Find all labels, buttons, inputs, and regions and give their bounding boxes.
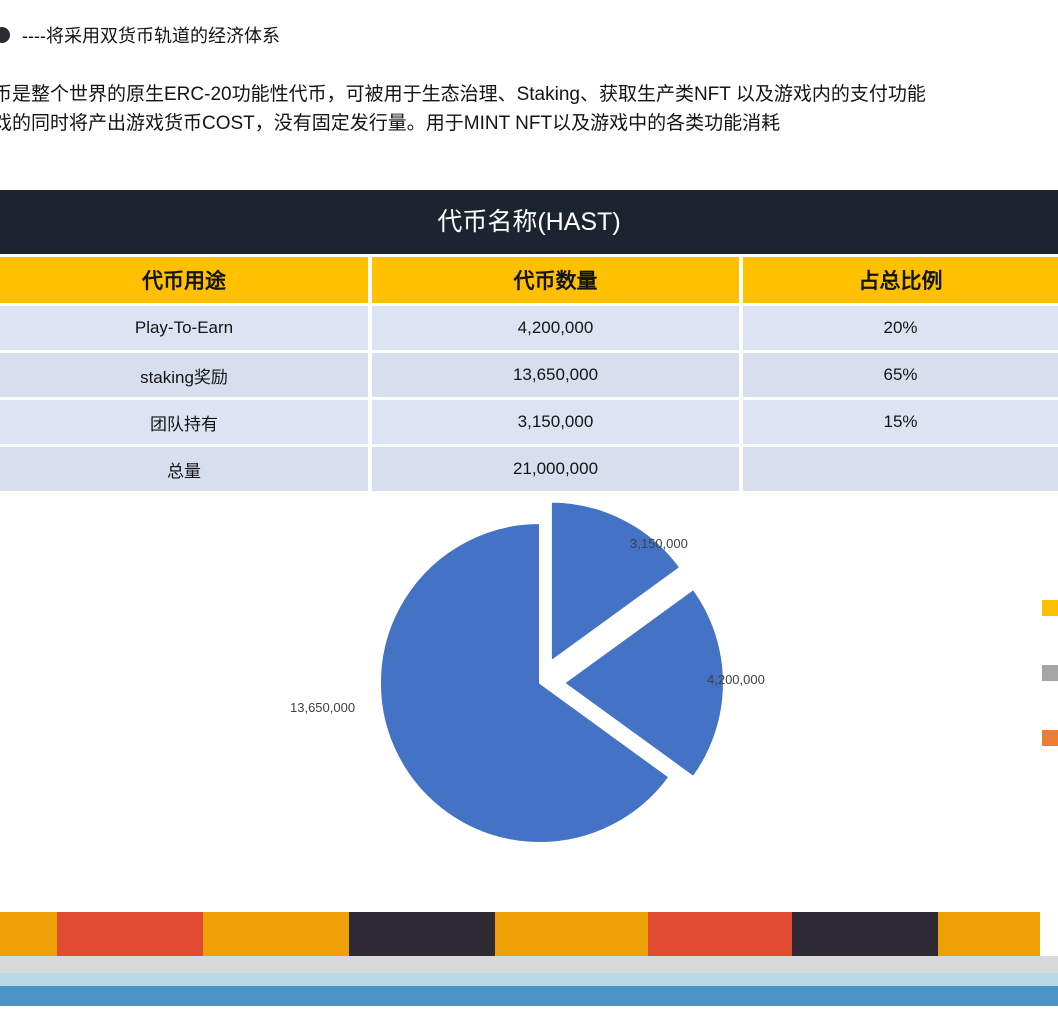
legend-swatch-1 <box>1042 600 1058 616</box>
pie-label-team: 3,150,000 <box>630 536 688 551</box>
footer-bar-paleblue <box>0 973 1058 986</box>
pie-slice-team <box>549 500 682 663</box>
pie-slice-p2e <box>563 588 725 778</box>
cell-row1-amount: 4,200,000 <box>372 306 739 350</box>
cell-row1-pct: 20% <box>743 306 1058 350</box>
cell-row2-pct: 65% <box>743 353 1058 397</box>
token-table: 代币名称(HAST) 代币用途 代币数量 占总比例 Play-To-Earn 4… <box>0 190 1058 491</box>
table-title: 代币名称(HAST) <box>0 190 1058 254</box>
cell-row1-use: Play-To-Earn <box>0 306 368 350</box>
cell-row3-use: 团队持有 <box>0 400 368 444</box>
stripe-segment <box>792 912 938 956</box>
cell-row4-amount: 21,000,000 <box>372 447 739 491</box>
bullet-icon <box>0 27 10 43</box>
column-header-pct: 占总比例 <box>743 257 1058 303</box>
cell-row4-pct <box>743 447 1058 491</box>
paragraph-line-1: 币是整个世界的原生ERC-20功能性代币，可被用于生态治理、Staking、获取… <box>0 84 926 105</box>
section-heading: ----将采用双货币轨道的经济体系 <box>0 22 280 48</box>
paragraph-line-2: 戏的同时将产出游戏货币COST，没有固定发行量。用于MINT NFT以及游戏中的… <box>0 113 781 134</box>
stripe-segment <box>648 912 792 956</box>
legend-swatch-2 <box>1042 665 1058 681</box>
cell-row2-use: staking奖励 <box>0 353 368 397</box>
footer-bar-blue <box>0 986 1058 1006</box>
stripe-segment <box>938 912 1040 956</box>
body-paragraph: 币是整个世界的原生ERC-20功能性代币，可被用于生态治理、Staking、获取… <box>0 80 1058 138</box>
pie-chart-section: 代币名称（HAST） 3,150,000 4,200,000 13,650,00… <box>0 460 1058 860</box>
column-header-use: 代币用途 <box>0 257 368 303</box>
legend-swatch-3 <box>1042 730 1058 746</box>
stripe-segment <box>203 912 349 956</box>
column-header-amount: 代币数量 <box>372 257 739 303</box>
pie-chart <box>378 500 725 844</box>
stripe-segment <box>495 912 648 956</box>
footer-stripe-bar <box>0 912 1058 956</box>
cell-row2-amount: 13,650,000 <box>372 353 739 397</box>
cell-row4-use: 总量 <box>0 447 368 491</box>
stripe-segment <box>57 912 203 956</box>
table-grid: 代币用途 代币数量 占总比例 Play-To-Earn 4,200,000 20… <box>0 257 1058 491</box>
pie-slice-staking <box>378 522 671 844</box>
pie-label-staking: 13,650,000 <box>290 700 356 715</box>
stripe-segment <box>349 912 495 956</box>
cell-row3-amount: 3,150,000 <box>372 400 739 444</box>
footer-bar-gray <box>0 956 1058 973</box>
heading-text: ----将采用双货币轨道的经济体系 <box>22 26 280 46</box>
cell-row3-pct: 15% <box>743 400 1058 444</box>
stripe-segment <box>0 912 57 956</box>
pie-label-p2e: 4,200,000 <box>707 672 765 687</box>
